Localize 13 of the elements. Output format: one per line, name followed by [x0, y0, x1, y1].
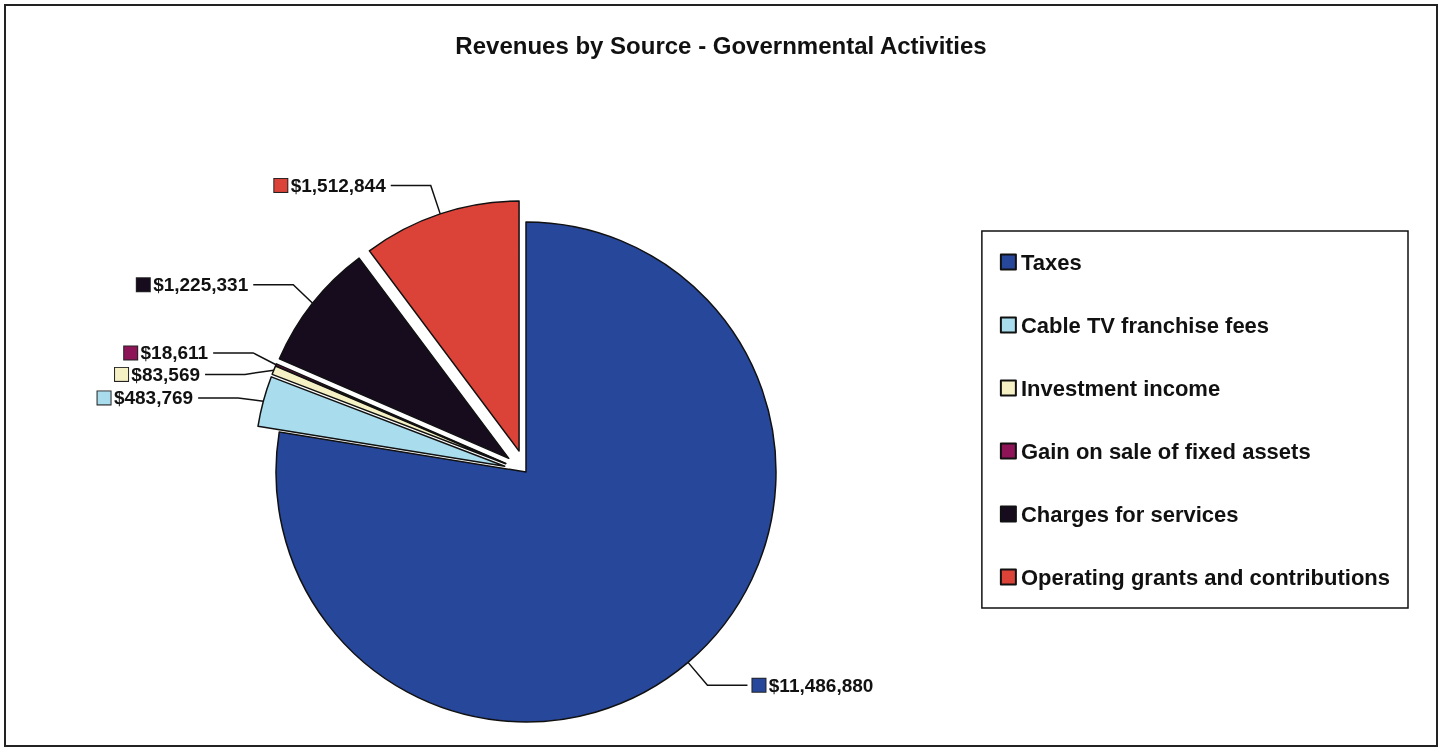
data-label: $18,611 — [140, 342, 209, 364]
data-label: $1,225,331 — [153, 274, 249, 296]
legend-label: Cable TV franchise fees — [1020, 312, 1270, 338]
legend-label: Charges for services — [1020, 501, 1239, 527]
legend-label: Taxes — [1020, 249, 1082, 275]
legend-label: Gain on sale of fixed assets — [1020, 438, 1311, 464]
data-label: $83,569 — [131, 363, 201, 385]
data-label: $1,512,844 — [290, 174, 387, 196]
chart-title: Revenues by Source - Governmental Activities — [455, 31, 987, 59]
data-label: $483,769 — [113, 387, 194, 409]
legend-label: Investment income — [1020, 375, 1221, 401]
legend-label: Operating grants and contributions — [1020, 564, 1390, 590]
data-label: $11,486,880 — [768, 674, 874, 696]
